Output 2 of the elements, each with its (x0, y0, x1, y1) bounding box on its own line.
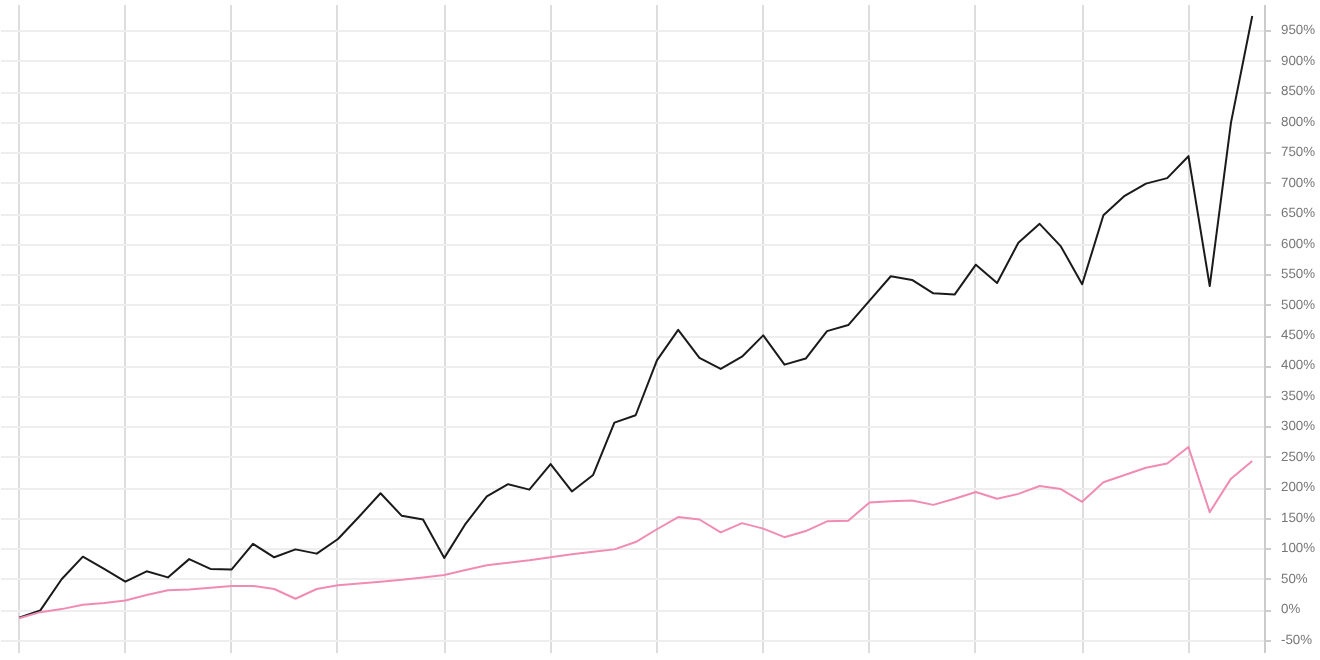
line-series (18, 445, 1254, 620)
line-series (18, 14, 1254, 619)
